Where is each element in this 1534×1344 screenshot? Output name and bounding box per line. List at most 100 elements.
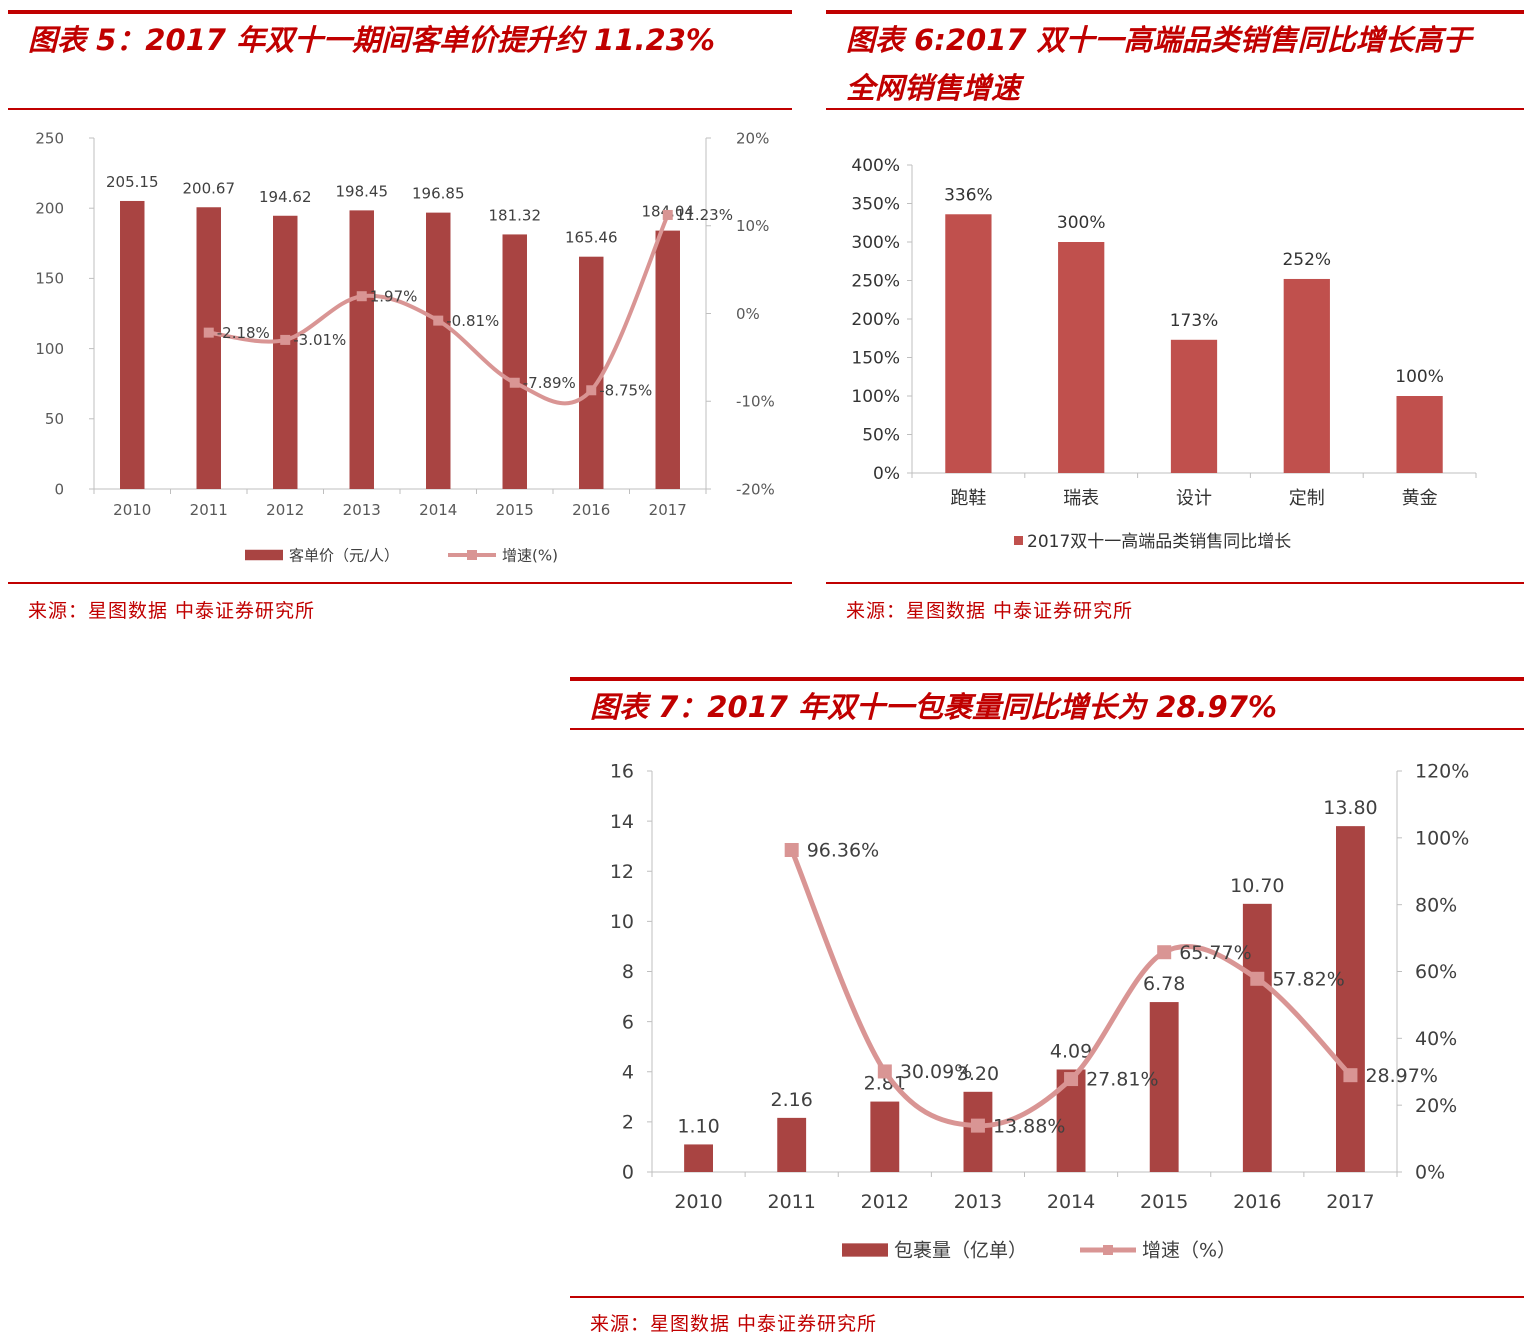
figure-5-bottom-rule <box>8 582 792 584</box>
figure-7-title: 图表 7：2017 年双十一包裹量同比增长为 28.97% <box>590 690 1277 724</box>
figure-7-bottom-rule <box>570 1296 1524 1298</box>
figure-7-source: 来源：星图数据 中泰证券研究所 <box>590 1313 878 1335</box>
growth-marker <box>356 291 367 302</box>
bar-data-label: 100% <box>1395 367 1444 387</box>
left-tick-label: 50 <box>45 410 64 428</box>
left-tick-label: 0 <box>622 1162 634 1184</box>
bar <box>684 1144 713 1172</box>
right-tick-label: 40% <box>1415 1028 1457 1050</box>
bar-data-label: 2.16 <box>771 1089 813 1111</box>
y-tick-label: 200% <box>851 310 900 330</box>
line-data-label: -8.75% <box>599 382 652 400</box>
left-tick-label: 100 <box>35 340 64 358</box>
right-tick-label: 20% <box>1415 1095 1457 1117</box>
right-tick-label: 60% <box>1415 961 1457 983</box>
left-tick-label: 10 <box>610 911 634 933</box>
right-tick-label: 10% <box>736 217 769 235</box>
left-tick-label: 16 <box>610 761 634 783</box>
growth-marker <box>1064 1072 1079 1087</box>
legend-bar-swatch <box>842 1243 888 1257</box>
legend-line-marker <box>1103 1245 1113 1255</box>
figure-6-panel: 图表 6:2017 双十一高端品类销售同比增长高于 全网销售增速 0% 50% 10… <box>826 10 1524 630</box>
right-tick-label: 0% <box>1415 1162 1445 1184</box>
line-data-label: 27.81% <box>1086 1069 1158 1091</box>
bar-data-label: 165.46 <box>565 229 618 247</box>
left-tick-label: 8 <box>622 961 634 983</box>
figure-6-title-line-2: 全网销售增速 <box>846 71 1021 105</box>
figure-6-title-line-1: 图表 6:2017 双十一高端品类销售同比增长高于 <box>846 23 1472 57</box>
bar-data-label: 336% <box>944 185 993 205</box>
x-tick-label: 2015 <box>496 501 534 519</box>
bar <box>1336 826 1365 1172</box>
legend-bar-swatch <box>245 549 283 561</box>
bar <box>655 230 680 489</box>
figure-6-top-rule <box>826 10 1524 14</box>
growth-marker <box>662 209 673 220</box>
y-tick-label: 300% <box>851 233 900 253</box>
bar <box>196 207 221 489</box>
growth-marker <box>280 334 291 345</box>
y-tick-label: 400% <box>851 156 900 176</box>
left-tick-label: 4 <box>622 1061 634 1083</box>
y-tick-label: 350% <box>851 195 900 215</box>
figure-6-bottom-rule <box>826 582 1524 584</box>
left-tick-label: 6 <box>622 1011 634 1033</box>
bar-data-label: 13.80 <box>1323 797 1377 819</box>
bar-data-label: 198.45 <box>336 182 389 200</box>
legend-line-label: 增速(%) <box>502 546 558 564</box>
left-tick-label: 250 <box>35 129 64 147</box>
line-data-label: 57.82% <box>1272 968 1344 990</box>
figure-7-title-rule <box>570 728 1524 730</box>
line-data-label: -2.18% <box>217 324 270 342</box>
x-tick-label: 2012 <box>266 501 304 519</box>
growth-marker <box>586 385 597 396</box>
bar-data-label: 181.32 <box>489 206 542 224</box>
x-tick-label: 设计 <box>1176 488 1212 509</box>
figure-5-chart: 0 50 100 150 200 250 -20% -10% 0% 10% 20% 2010 2011 2… <box>35 129 775 564</box>
bar <box>502 234 527 489</box>
left-tick-label: 0 <box>54 480 64 498</box>
y-tick-label: 50% <box>862 426 900 446</box>
bar <box>426 212 451 489</box>
x-tick-label: 定制 <box>1289 488 1325 509</box>
figure-6-chart: 0% 50% 100% 150% 200% 250% 300% 350% 400% 跑鞋 336% 瑞… <box>851 156 1477 552</box>
growth-marker <box>433 315 444 326</box>
bar-data-label: 4.09 <box>1050 1040 1092 1062</box>
right-tick-label: 20% <box>736 129 769 147</box>
line-data-label: -7.89% <box>523 374 576 392</box>
x-tick-label: 2010 <box>113 501 151 519</box>
legend-label: 2017双十一高端品类销售同比增长 <box>1027 532 1291 552</box>
right-tick-label: 80% <box>1415 894 1457 916</box>
figure-6-source: 来源：星图数据 中泰证券研究所 <box>846 600 1134 622</box>
x-tick-label: 2012 <box>861 1191 909 1213</box>
figure-5-title: 图表 5：2017 年双十一期间客单价提升约 11.23% <box>28 23 715 57</box>
right-tick-label: -20% <box>736 480 775 498</box>
growth-marker <box>1157 945 1172 960</box>
figure-5-top-rule <box>8 10 792 14</box>
bar <box>1170 339 1218 473</box>
line-data-label: 11.23% <box>676 206 733 224</box>
growth-marker <box>1343 1068 1358 1083</box>
bar <box>579 256 604 489</box>
growth-marker <box>784 842 799 857</box>
growth-marker <box>970 1118 985 1133</box>
x-tick-label: 2014 <box>419 501 457 519</box>
line-data-label: 30.09% <box>900 1061 972 1083</box>
growth-marker <box>203 327 214 338</box>
figure-5-panel: 图表 5：2017 年双十一期间客单价提升约 11.23% 0 50 100 150 2… <box>8 10 792 630</box>
bar <box>945 214 992 473</box>
x-tick-label: 2015 <box>1140 1191 1188 1213</box>
x-tick-label: 2011 <box>768 1191 816 1213</box>
bar-data-label: 6.78 <box>1143 973 1185 995</box>
line-data-label: 65.77% <box>1179 942 1251 964</box>
line-data-label: 1.97% <box>370 287 418 305</box>
bar-data-label: 173% <box>1170 311 1219 331</box>
growth-marker <box>1250 971 1265 986</box>
bar-data-label: 1.10 <box>677 1115 719 1137</box>
legend-line-marker <box>467 550 477 560</box>
bar-data-label: 3.20 <box>957 1063 999 1085</box>
bar-data-label: 300% <box>1057 213 1106 233</box>
figure-7-top-rule <box>570 677 1524 681</box>
bar-data-label: 205.15 <box>106 173 159 191</box>
growth-line <box>208 214 670 406</box>
